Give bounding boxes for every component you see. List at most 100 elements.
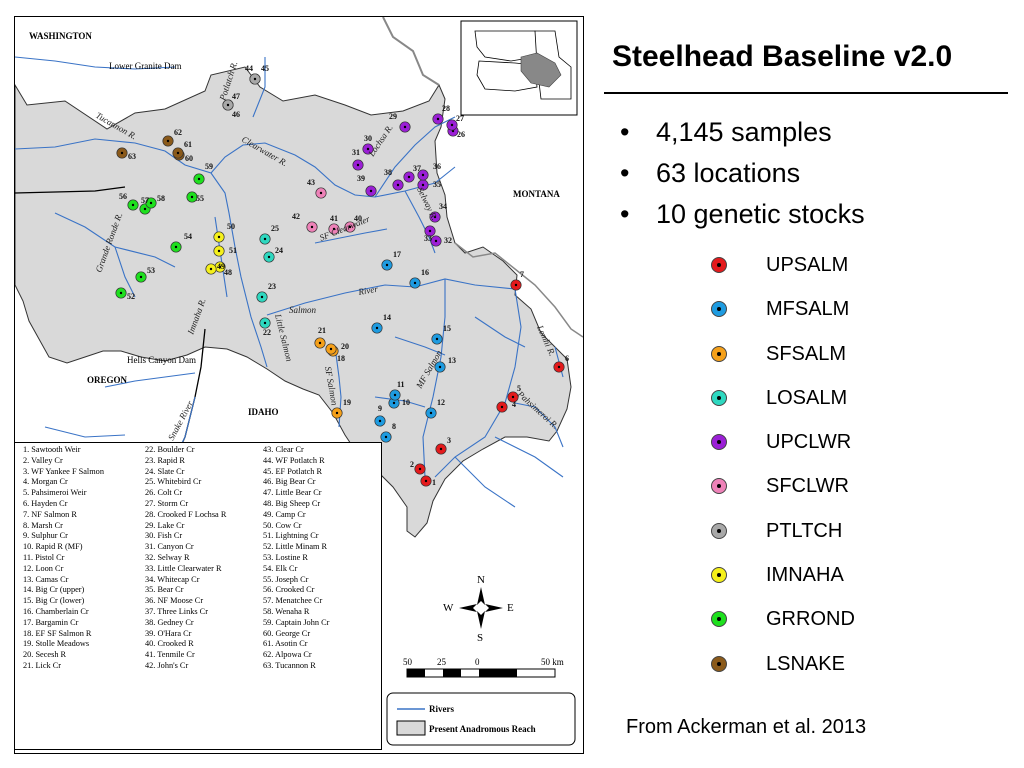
site-marker (424, 225, 436, 237)
stock-name: MFSALM (766, 298, 850, 321)
site-number-label: 12 (437, 398, 445, 407)
location-table-entry: 53. Lostine R (263, 552, 308, 562)
site-marker (553, 361, 565, 373)
site-number-label: 1 (432, 478, 436, 487)
location-table-entry: 47. Little Bear Cr (263, 488, 322, 498)
location-table-entry: 45. EF Potlatch R (263, 466, 323, 476)
site-marker (256, 291, 268, 303)
stock-legend-item: UPSALM (706, 250, 966, 294)
site-marker (420, 475, 432, 487)
site-number-label: 3 (447, 436, 451, 445)
site-number-label: 7 (520, 270, 524, 279)
site-marker (172, 147, 184, 159)
site-number-label: 60 (185, 154, 193, 163)
location-table-entry: 50. Cow Cr (263, 520, 302, 530)
site-marker (430, 235, 442, 247)
location-table-entry: 60. George Cr (263, 628, 311, 638)
site-number-label: 2 (410, 460, 414, 469)
location-table-entry: 21. Lick Cr (23, 660, 62, 670)
stock-name: IMNAHA (766, 564, 844, 587)
site-number-label: 20 (341, 342, 349, 351)
site-number-label: 54 (184, 232, 192, 241)
site-number-label: 26 (457, 130, 465, 139)
site-number-label: 45 (261, 64, 269, 73)
map-key (386, 692, 576, 746)
site-number-label: 56 (119, 192, 127, 201)
location-table-entry: 58. Wenaha R (263, 606, 310, 616)
site-marker (507, 391, 519, 403)
location-table-entry: 11. Pistol Cr (23, 552, 65, 562)
stock-legend-item: SFCLWR (706, 471, 966, 515)
site-number-label: 52 (127, 292, 135, 301)
site-marker (409, 277, 421, 289)
location-table-entry: 61. Asotin Cr (263, 639, 308, 649)
site-number-label: 4 (512, 400, 516, 409)
location-table-col-2: 22. Boulder Cr 23. Rapid R 24. Slate Cr 25.… (145, 445, 265, 672)
site-marker (115, 287, 127, 299)
site-number-label: 48 (224, 268, 232, 277)
location-table-entry: 17. Bargamin Cr (23, 617, 79, 627)
location-table-entry: 30. Fish Cr (145, 531, 183, 541)
location-table-entry: 9. Sulphur Cr (23, 531, 68, 541)
site-number-label: 28 (442, 104, 450, 113)
stock-legend-item: MFSALM (706, 294, 966, 338)
site-number-label: 55 (196, 194, 204, 203)
location-table-col-3: 43. Clear Cr 44. WF Potlatch R 45. EF Potl… (263, 445, 383, 672)
site-marker (381, 259, 393, 271)
source-citation: From Ackerman et al. 2013 (626, 716, 867, 738)
site-number-label: 6 (565, 354, 569, 363)
location-table-entry: 38. Gedney Cr (145, 617, 194, 627)
location-table-entry: 44. WF Potlatch R (263, 455, 325, 465)
site-marker (403, 171, 415, 183)
scale-label-50: 50 (403, 657, 413, 667)
site-number-label: 21 (318, 326, 326, 335)
location-table-entry: 18. EF SF Salmon R (23, 628, 92, 638)
scale-label-0: 0 (475, 657, 480, 667)
site-number-label: 29 (389, 112, 397, 121)
id-mt-border (382, 17, 440, 86)
location-table-entry: 25. Whitebird Cr (145, 477, 202, 487)
site-layer (115, 73, 565, 487)
map-label-snake-river: Snake River (166, 399, 195, 442)
location-table-entry: 54. Elk Cr (263, 563, 298, 573)
site-number-label: 17 (393, 250, 401, 259)
scale-label-50km: 50 km (541, 657, 564, 667)
site-marker (352, 159, 364, 171)
location-table-entry: 1. Sawtooth Weir (23, 445, 81, 454)
stock-name: UPSALM (766, 254, 849, 276)
site-marker (193, 173, 205, 185)
map-key-reach-label: Present Anadromous Reach (429, 724, 536, 734)
site-number-label: 46 (232, 110, 240, 119)
site-marker (259, 317, 271, 329)
site-marker (213, 245, 225, 257)
site-number-label: 19 (343, 398, 351, 407)
location-table-entry: 56. Crooked Cr (263, 585, 315, 595)
stock-name: SFCLWR (766, 475, 849, 498)
site-number-label: 42 (292, 212, 300, 221)
site-marker (186, 191, 198, 203)
site-marker (259, 233, 271, 245)
site-marker (170, 241, 182, 253)
site-marker (431, 333, 443, 345)
site-number-label: 23 (268, 282, 276, 291)
stock-name: PTLTCH (766, 519, 843, 542)
location-table-entry: 29. Lake Cr (145, 520, 185, 530)
stock-marker-icon (711, 567, 727, 584)
site-number-label: 11 (397, 380, 405, 389)
stock-marker-icon (711, 655, 727, 672)
site-number-label: 5 (517, 384, 521, 393)
compass-w-label: W (443, 602, 454, 614)
location-table-entry: 59. Captain John Cr (263, 617, 330, 627)
location-table-entry: 49. Camp Cr (263, 509, 306, 519)
map-key-rivers-label: Rivers (429, 704, 454, 714)
summary-bullets: 4,145 samples 63 locations 10 genetic st… (612, 112, 1012, 235)
site-number-label: 59 (205, 162, 213, 171)
page-title: Steelhead Baseline v2.0 (612, 40, 953, 73)
site-marker (306, 221, 318, 233)
site-number-label: 50 (227, 222, 235, 231)
title-divider (604, 92, 1008, 94)
site-marker (213, 231, 225, 243)
site-number-label: 37 (413, 164, 421, 173)
location-table-entry: 20. Secesh R (23, 650, 67, 660)
stock-marker-icon (711, 522, 727, 539)
